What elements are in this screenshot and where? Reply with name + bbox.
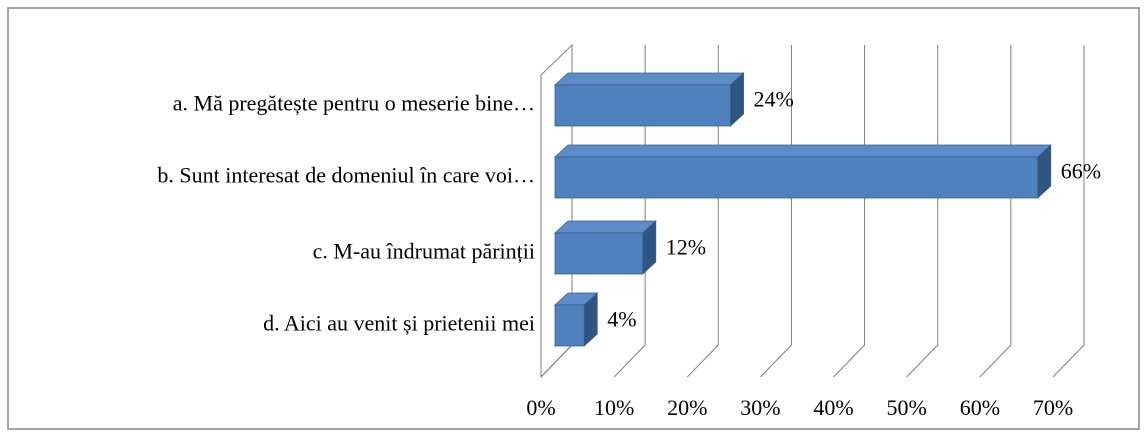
category-label: b. Sunt interesat de domeniul în care vo…	[157, 163, 535, 188]
bar	[553, 220, 657, 275]
value-label: 24%	[754, 87, 794, 112]
value-label: 12%	[666, 235, 706, 260]
x-tick-label: 60%	[960, 395, 1000, 420]
bar	[553, 72, 745, 127]
bar	[553, 144, 1052, 199]
bar-front	[554, 156, 1039, 199]
x-tick-label: 50%	[887, 395, 927, 420]
bar-front	[554, 232, 644, 275]
bar-top	[553, 72, 745, 86]
bar	[553, 292, 599, 347]
x-tick-label: 0%	[526, 395, 555, 420]
value-label: 4%	[607, 307, 636, 332]
category-label: a. Mă pregătește pentru o meserie bine…	[173, 91, 535, 116]
bar-top	[553, 144, 1052, 158]
category-label: c. M-au îndrumat părinții	[313, 239, 535, 264]
category-label: d. Aici au venit și prietenii mei	[263, 311, 535, 336]
bar-front	[554, 84, 731, 127]
x-tick-label: 40%	[813, 395, 853, 420]
x-tick-label: 70%	[1033, 395, 1073, 420]
grid-line	[1052, 45, 1085, 378]
x-tick-label: 10%	[594, 395, 634, 420]
value-label: 66%	[1061, 159, 1101, 184]
bar-top	[553, 220, 657, 234]
chart-frame	[7, 7, 1140, 430]
bar-front	[554, 304, 585, 347]
x-tick-label: 30%	[740, 395, 780, 420]
x-tick-label: 20%	[667, 395, 707, 420]
